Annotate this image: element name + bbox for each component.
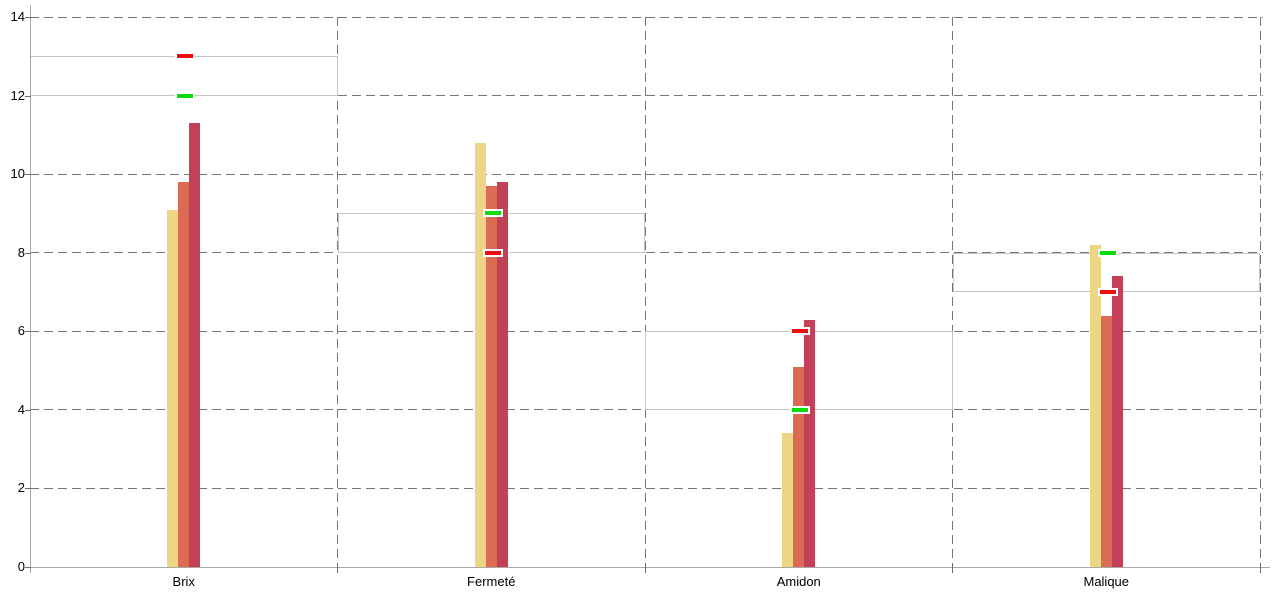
y-axis-tick-mark [25, 17, 31, 18]
x-axis-category-label-fermeté: Fermeté [467, 574, 516, 589]
x-axis-category-label-amidon: Amidon [776, 574, 821, 589]
green-target-marker [175, 91, 196, 100]
y-axis-tick-mark [25, 252, 31, 254]
x-axis-category-label-malique: Malique [1083, 574, 1130, 589]
bar-crimson-series-malique [1111, 276, 1123, 567]
bar-orange-series-malique [1100, 315, 1112, 567]
y-axis-tick-label: 12 [10, 87, 25, 103]
gridline-y-2 [30, 487, 1263, 489]
gridline-y-10 [30, 173, 1263, 175]
bar-tan-series-amidon [782, 433, 794, 567]
bar-crimson-series-fermeté [496, 182, 508, 567]
x-axis-line [30, 567, 1270, 568]
bar-tan-series-fermeté [474, 142, 486, 567]
y-axis-tick-label: 14 [10, 9, 25, 24]
y-axis-tick-label: 0 [17, 559, 25, 574]
green-target-marker [790, 405, 811, 414]
gridline-y-4 [30, 409, 1263, 411]
bar-tan-series-malique [1089, 244, 1101, 567]
section-separator-line [337, 17, 338, 567]
gridline-y-12 [30, 95, 1263, 97]
target-band-brix [30, 56, 338, 96]
bar-orange-series-brix [178, 182, 190, 567]
red-target-marker [790, 327, 811, 336]
section-separator-line [644, 17, 646, 567]
x-axis-tick-mark [644, 563, 646, 573]
red-target-marker [175, 52, 196, 61]
y-axis-tick-label: 2 [17, 480, 25, 496]
x-axis-category-label-brix: Brix [172, 574, 195, 589]
bar-crimson-series-brix [189, 123, 201, 567]
y-axis-tick-mark [25, 409, 31, 411]
y-axis-tick-label: 6 [17, 323, 25, 339]
red-target-marker [482, 248, 503, 257]
y-axis-tick-label: 10 [10, 166, 25, 182]
y-axis-tick-mark [25, 331, 31, 333]
y-axis-tick-mark [25, 95, 31, 97]
green-target-marker [1097, 248, 1118, 257]
y-axis-tick-mark [25, 174, 31, 176]
target-band-malique [952, 252, 1260, 292]
bar-crimson-series-amidon [804, 319, 816, 567]
y-axis-tick-label: 4 [17, 401, 25, 417]
section-separator-line [1259, 17, 1261, 567]
y-axis-tick-mark [25, 567, 31, 568]
x-axis-tick-mark [337, 563, 338, 573]
section-separator-line [952, 17, 953, 567]
y-axis-tick-mark [25, 488, 31, 490]
x-axis-tick-mark [952, 563, 953, 573]
green-target-marker [482, 209, 503, 218]
bar-orange-series-amidon [793, 366, 805, 567]
bar-orange-series-fermeté [485, 185, 497, 567]
x-axis-tick-mark [1259, 563, 1261, 573]
y-axis-tick-label: 8 [17, 244, 25, 260]
bar-tan-series-brix [167, 209, 179, 567]
gridline-y-14 [30, 16, 1263, 18]
red-target-marker [1097, 288, 1118, 296]
y-axis-line [30, 5, 31, 573]
gridline-y-8 [30, 252, 1263, 254]
